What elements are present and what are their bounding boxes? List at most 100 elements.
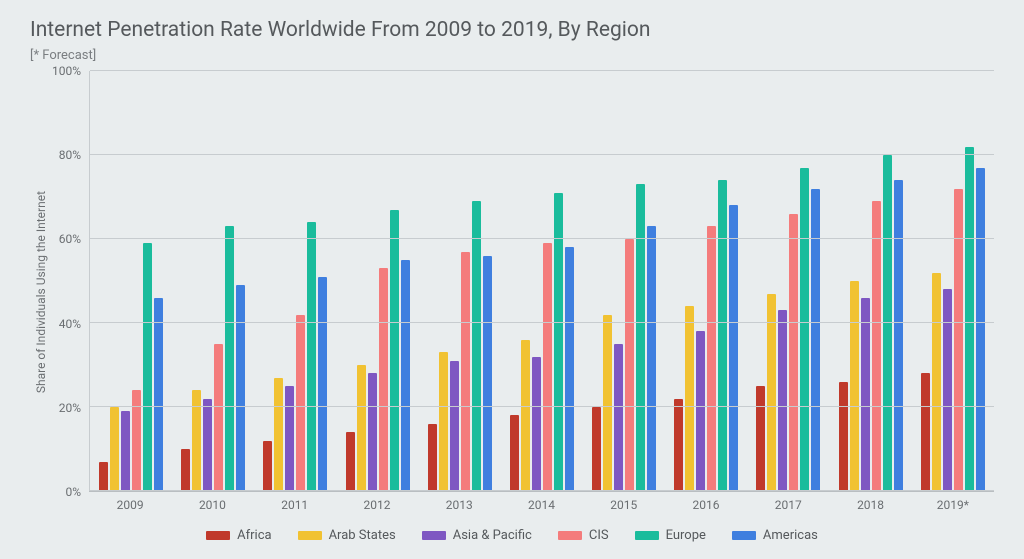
gridline (90, 70, 994, 71)
bar (767, 294, 776, 491)
bar (307, 222, 316, 491)
gridline (90, 490, 994, 491)
bar (121, 411, 130, 491)
bar (894, 180, 903, 491)
bar (379, 268, 388, 491)
bar (921, 373, 930, 491)
bar (318, 277, 327, 491)
x-tick: 2018 (829, 492, 911, 514)
bar (296, 315, 305, 491)
legend-label: Africa (237, 528, 271, 543)
bar (976, 168, 985, 491)
bar (510, 415, 519, 491)
bar (674, 399, 683, 491)
bar (707, 226, 716, 491)
x-tick: 2012 (336, 492, 418, 514)
bar-group (501, 71, 583, 491)
bar (285, 386, 294, 491)
bar (592, 407, 601, 491)
bar-group (419, 71, 501, 491)
chart-title: Internet Penetration Rate Worldwide From… (30, 18, 994, 42)
legend-label: CIS (589, 528, 609, 543)
x-axis: 2009201020112012201320142015201620172018… (89, 491, 994, 514)
bar (603, 315, 612, 491)
x-tick: 2009 (89, 492, 171, 514)
legend-item: Africa (206, 528, 271, 543)
bar (614, 344, 623, 491)
bar-group (254, 71, 336, 491)
bar-group (337, 71, 419, 491)
legend-label: Asia & Pacific (453, 528, 532, 543)
bar (861, 298, 870, 491)
bar (839, 382, 848, 491)
bar (543, 243, 552, 491)
bar (811, 189, 820, 491)
bar (99, 462, 108, 491)
plot-area: 2009201020112012201320142015201620172018… (89, 71, 994, 514)
bar (154, 298, 163, 491)
bar (636, 184, 645, 491)
legend-item: Asia & Pacific (422, 528, 532, 543)
bar (461, 252, 470, 491)
bar (565, 247, 574, 491)
bar (965, 147, 974, 491)
bar-group (90, 71, 172, 491)
bar (532, 357, 541, 491)
chart-subtitle: [* Forecast] (30, 48, 994, 63)
bar-groups (90, 71, 994, 491)
bar (214, 344, 223, 491)
legend-swatch (558, 531, 582, 540)
bar (181, 449, 190, 491)
gridline (90, 406, 994, 407)
bar (357, 365, 366, 491)
x-tick: 2010 (171, 492, 253, 514)
gridline (90, 322, 994, 323)
chart-area: Share of Individuals Using the Internet … (30, 71, 994, 514)
legend-swatch (422, 531, 446, 540)
bar (274, 378, 283, 491)
bar (472, 201, 481, 491)
bar-group (912, 71, 994, 491)
bar-group (665, 71, 747, 491)
bar (110, 407, 119, 491)
bar (225, 226, 234, 491)
bar (203, 399, 212, 491)
bar (718, 180, 727, 491)
bar (729, 205, 738, 491)
x-tick: 2016 (665, 492, 747, 514)
legend-item: Americas (732, 528, 818, 543)
bar (450, 361, 459, 491)
bar-group (747, 71, 829, 491)
bar (483, 256, 492, 491)
gridline (90, 238, 994, 239)
bar (263, 441, 272, 491)
legend-swatch (732, 531, 756, 540)
x-tick: 2019* (912, 492, 994, 514)
bar (789, 214, 798, 491)
bar (625, 239, 634, 491)
gridline (90, 154, 994, 155)
bar (428, 424, 437, 491)
bar-group (583, 71, 665, 491)
bar (143, 243, 152, 491)
bar (778, 310, 787, 491)
bar (647, 226, 656, 491)
bar (756, 386, 765, 491)
legend-swatch (298, 531, 322, 540)
bar (401, 260, 410, 491)
chart-container: Internet Penetration Rate Worldwide From… (0, 0, 1024, 559)
legend-swatch (206, 531, 230, 540)
legend-label: Europe (666, 528, 706, 543)
legend-label: Americas (763, 528, 818, 543)
bar-group (830, 71, 912, 491)
x-tick: 2017 (747, 492, 829, 514)
bar (932, 273, 941, 491)
y-axis-label: Share of Individuals Using the Internet (30, 191, 52, 393)
bar (954, 189, 963, 491)
legend-item: Europe (635, 528, 706, 543)
bar (390, 210, 399, 491)
y-axis: 100%80%60%40%20%0% (52, 71, 89, 514)
bar (236, 285, 245, 491)
legend-item: Arab States (298, 528, 396, 543)
bar (346, 432, 355, 491)
